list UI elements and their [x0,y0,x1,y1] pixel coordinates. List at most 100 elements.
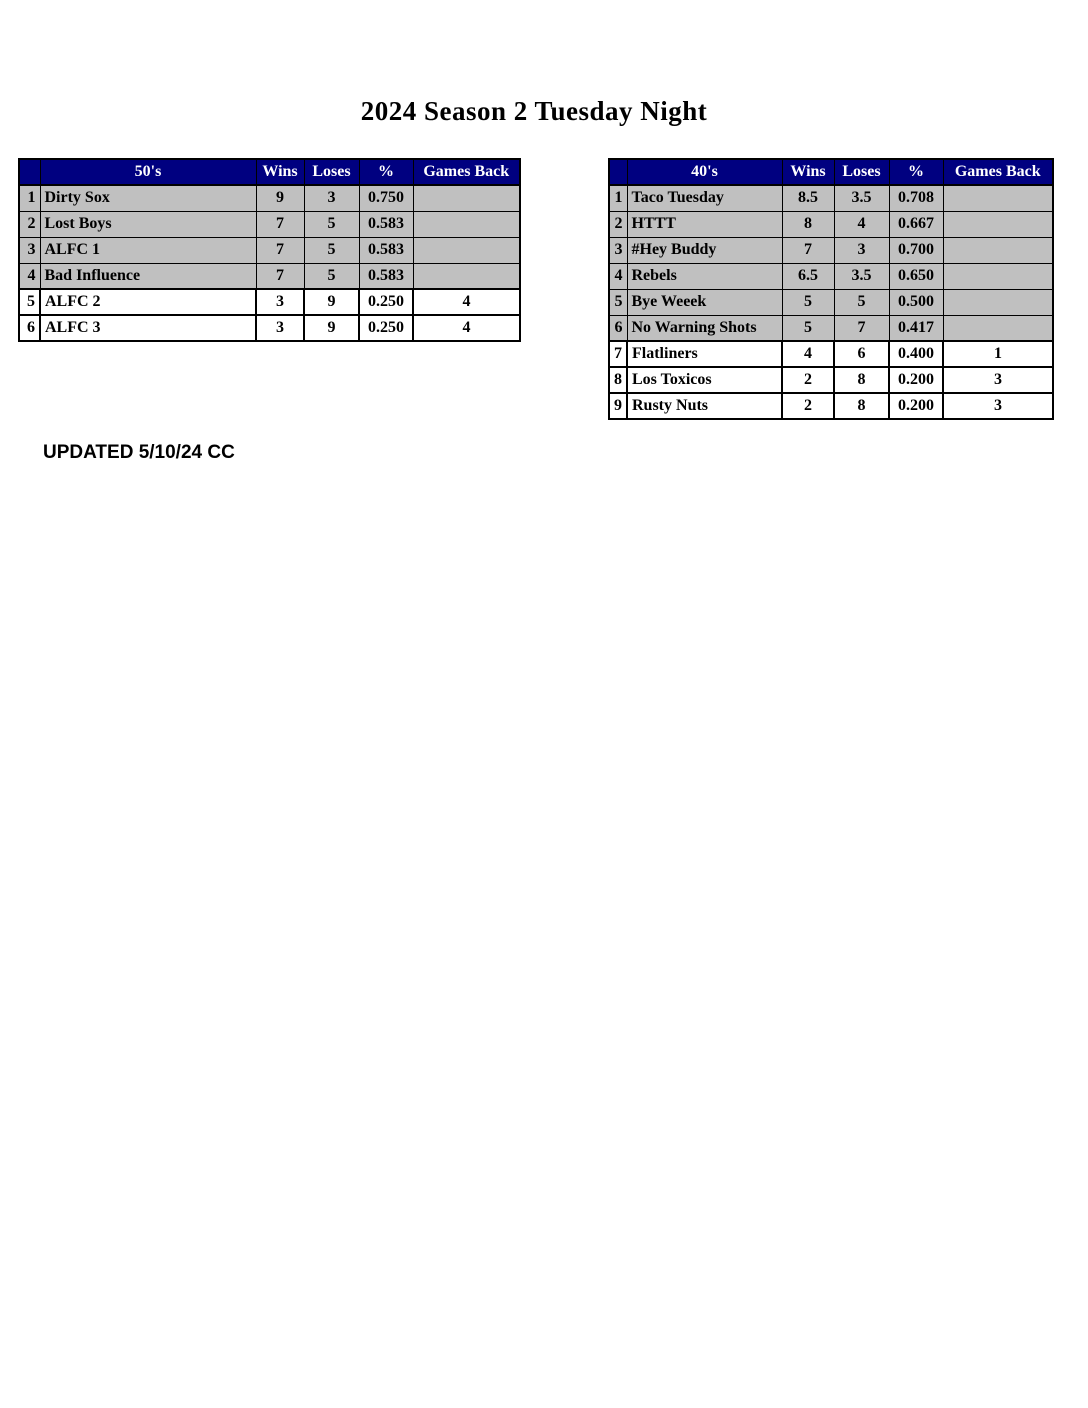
games-back-cell [942,210,1054,238]
pct-cell: 0.708 [888,184,944,212]
pct-cell: 0.250 [358,288,414,316]
games-back-cell: 4 [412,314,521,342]
loses-cell: 3.5 [833,262,890,290]
pct-cell: 0.750 [358,184,414,212]
loses-header: Loses [303,158,360,186]
rank-cell: 2 [18,210,41,238]
table-row: 2 HTTT 8 4 0.667 [608,210,1054,238]
header-row: 40's Wins Loses % Games Back [608,158,1054,186]
team-name-cell: Rusty Nuts [626,392,783,420]
games-back-header: Games Back [942,158,1054,186]
loses-cell: 4 [833,210,890,238]
pct-cell: 0.583 [358,236,414,264]
games-back-cell [942,288,1054,316]
pct-cell: 0.667 [888,210,944,238]
rank-cell: 4 [608,262,628,290]
team-name-cell: Rebels [626,262,783,290]
loses-cell: 3.5 [833,184,890,212]
games-back-cell [412,236,521,264]
wins-cell: 7 [255,236,305,264]
table-row: 2 Lost Boys 7 5 0.583 [18,210,521,238]
standings-table-40s: 40's Wins Loses % Games Back 1 Taco Tuesd… [608,158,1054,420]
loses-cell: 9 [303,288,360,316]
games-back-cell: 1 [942,340,1054,368]
page-title: 2024 Season 2 Tuesday Night [360,96,708,126]
loses-cell: 5 [303,262,360,290]
table-row: 1 Taco Tuesday 8.5 3.5 0.708 [608,184,1054,212]
pct-header: % [358,158,414,186]
table-row: 5 ALFC 2 3 9 0.250 4 [18,288,521,316]
games-back-cell: 4 [412,288,521,316]
table-row: 9 Rusty Nuts 2 8 0.200 3 [608,392,1054,420]
team-name-cell: Bye Weeek [626,288,783,316]
rank-cell: 9 [608,392,628,420]
wins-header: Wins [781,158,835,186]
pct-cell: 0.417 [888,314,944,342]
wins-cell: 4 [781,340,835,368]
table-row: 5 Bye Weeek 5 5 0.500 [608,288,1054,316]
rank-cell: 6 [18,314,41,342]
games-back-cell [412,210,521,238]
pct-cell: 0.500 [888,288,944,316]
rank-cell: 6 [608,314,628,342]
pct-cell: 0.400 [888,340,944,368]
pct-cell: 0.200 [888,392,944,420]
rank-cell: 5 [608,288,628,316]
wins-cell: 2 [781,366,835,394]
wins-cell: 2 [781,392,835,420]
division-header: 40's [626,158,783,186]
loses-cell: 7 [833,314,890,342]
wins-cell: 3 [255,314,305,342]
table-row: 6 No Warning Shots 5 7 0.417 [608,314,1054,342]
pct-header: % [888,158,944,186]
rank-cell: 4 [18,262,41,290]
rank-cell: 2 [608,210,628,238]
games-back-cell: 3 [942,366,1054,394]
rank-column-header [608,158,628,186]
loses-cell: 5 [833,288,890,316]
loses-header: Loses [833,158,890,186]
wins-cell: 9 [255,184,305,212]
rank-cell: 7 [608,340,628,368]
team-name-cell: Lost Boys [39,210,257,238]
header-row: 50's Wins Loses % Games Back [18,158,521,186]
table-row: 1 Dirty Sox 9 3 0.750 [18,184,521,212]
games-back-cell [942,314,1054,342]
loses-cell: 6 [833,340,890,368]
rank-cell: 3 [608,236,628,264]
team-name-cell: Bad Influence [39,262,257,290]
pct-cell: 0.583 [358,210,414,238]
wins-cell: 5 [781,288,835,316]
team-name-cell: HTTT [626,210,783,238]
rank-cell: 5 [18,288,41,316]
table-row: 4 Rebels 6.5 3.5 0.650 [608,262,1054,290]
games-back-cell [412,184,521,212]
table-row: 7 Flatliners 4 6 0.400 1 [608,340,1054,368]
standings-table-50s: 50's Wins Loses % Games Back 1 Dirty Sox 9… [18,158,521,342]
team-name-cell: Taco Tuesday [626,184,783,212]
pct-cell: 0.650 [888,262,944,290]
team-name-cell: ALFC 1 [39,236,257,264]
wins-header: Wins [255,158,305,186]
wins-cell: 6.5 [781,262,835,290]
pct-cell: 0.583 [358,262,414,290]
rank-column-header [18,158,41,186]
wins-cell: 3 [255,288,305,316]
wins-cell: 8.5 [781,184,835,212]
games-back-header: Games Back [412,158,521,186]
team-name-cell: No Warning Shots [626,314,783,342]
table-row: 6 ALFC 3 3 9 0.250 4 [18,314,521,342]
table-row: 3 #Hey Buddy 7 3 0.700 [608,236,1054,264]
pct-cell: 0.250 [358,314,414,342]
pct-cell: 0.700 [888,236,944,264]
team-name-cell: ALFC 3 [39,314,257,342]
wins-cell: 7 [781,236,835,264]
loses-cell: 8 [833,366,890,394]
loses-cell: 3 [833,236,890,264]
games-back-cell [942,236,1054,264]
loses-cell: 5 [303,210,360,238]
division-header: 50's [39,158,257,186]
updated-note: UPDATED 5/10/24 CC [43,442,235,463]
table-row: 3 ALFC 1 7 5 0.583 [18,236,521,264]
rank-cell: 1 [18,184,41,212]
